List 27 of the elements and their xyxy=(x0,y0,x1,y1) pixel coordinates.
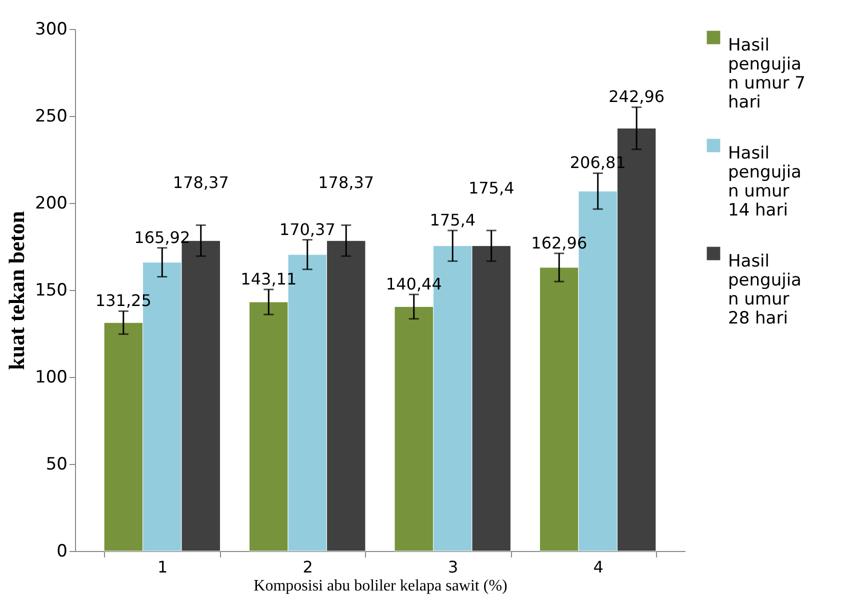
y-tick-label: 100 xyxy=(35,368,68,388)
data-label: 140,44 xyxy=(386,274,442,294)
y-tick-label: 0 xyxy=(56,542,68,562)
y-tick-label: 50 xyxy=(46,454,68,474)
data-label: 165,92 xyxy=(134,228,190,247)
legend-label: Hasil pengujian umur 14 hari xyxy=(728,144,802,220)
x-axis-title: Komposisi abu boliler kelapa sawit (%) xyxy=(254,578,508,594)
data-label: 162,96 xyxy=(531,233,588,252)
data-label: 242,96 xyxy=(608,87,665,106)
legend-label: Hasil pengujian umur 28 hari xyxy=(728,252,802,328)
y-axis-title: kuat tekan beton xyxy=(4,211,30,370)
y-tick-label: 200 xyxy=(35,194,68,214)
x-tick-label: 2 xyxy=(302,558,313,576)
legend-label: Hasil pengujian umur 7 hari xyxy=(728,36,806,112)
y-tick-label: 150 xyxy=(35,280,68,300)
data-label: 178,37 xyxy=(172,173,229,192)
y-tick-label: 300 xyxy=(35,20,68,40)
x-tick-label: 4 xyxy=(593,558,604,576)
x-tick-label: 3 xyxy=(448,558,458,576)
data-label: 175,4 xyxy=(468,178,514,198)
y-tick-label: 250 xyxy=(35,106,68,126)
data-label: 131,25 xyxy=(95,291,152,310)
data-label: 175,4 xyxy=(430,210,476,230)
data-label: 143,11 xyxy=(240,269,297,288)
data-label: 178,37 xyxy=(318,173,374,192)
data-label: 170,37 xyxy=(279,220,336,239)
x-tick-label: 1 xyxy=(158,558,168,576)
